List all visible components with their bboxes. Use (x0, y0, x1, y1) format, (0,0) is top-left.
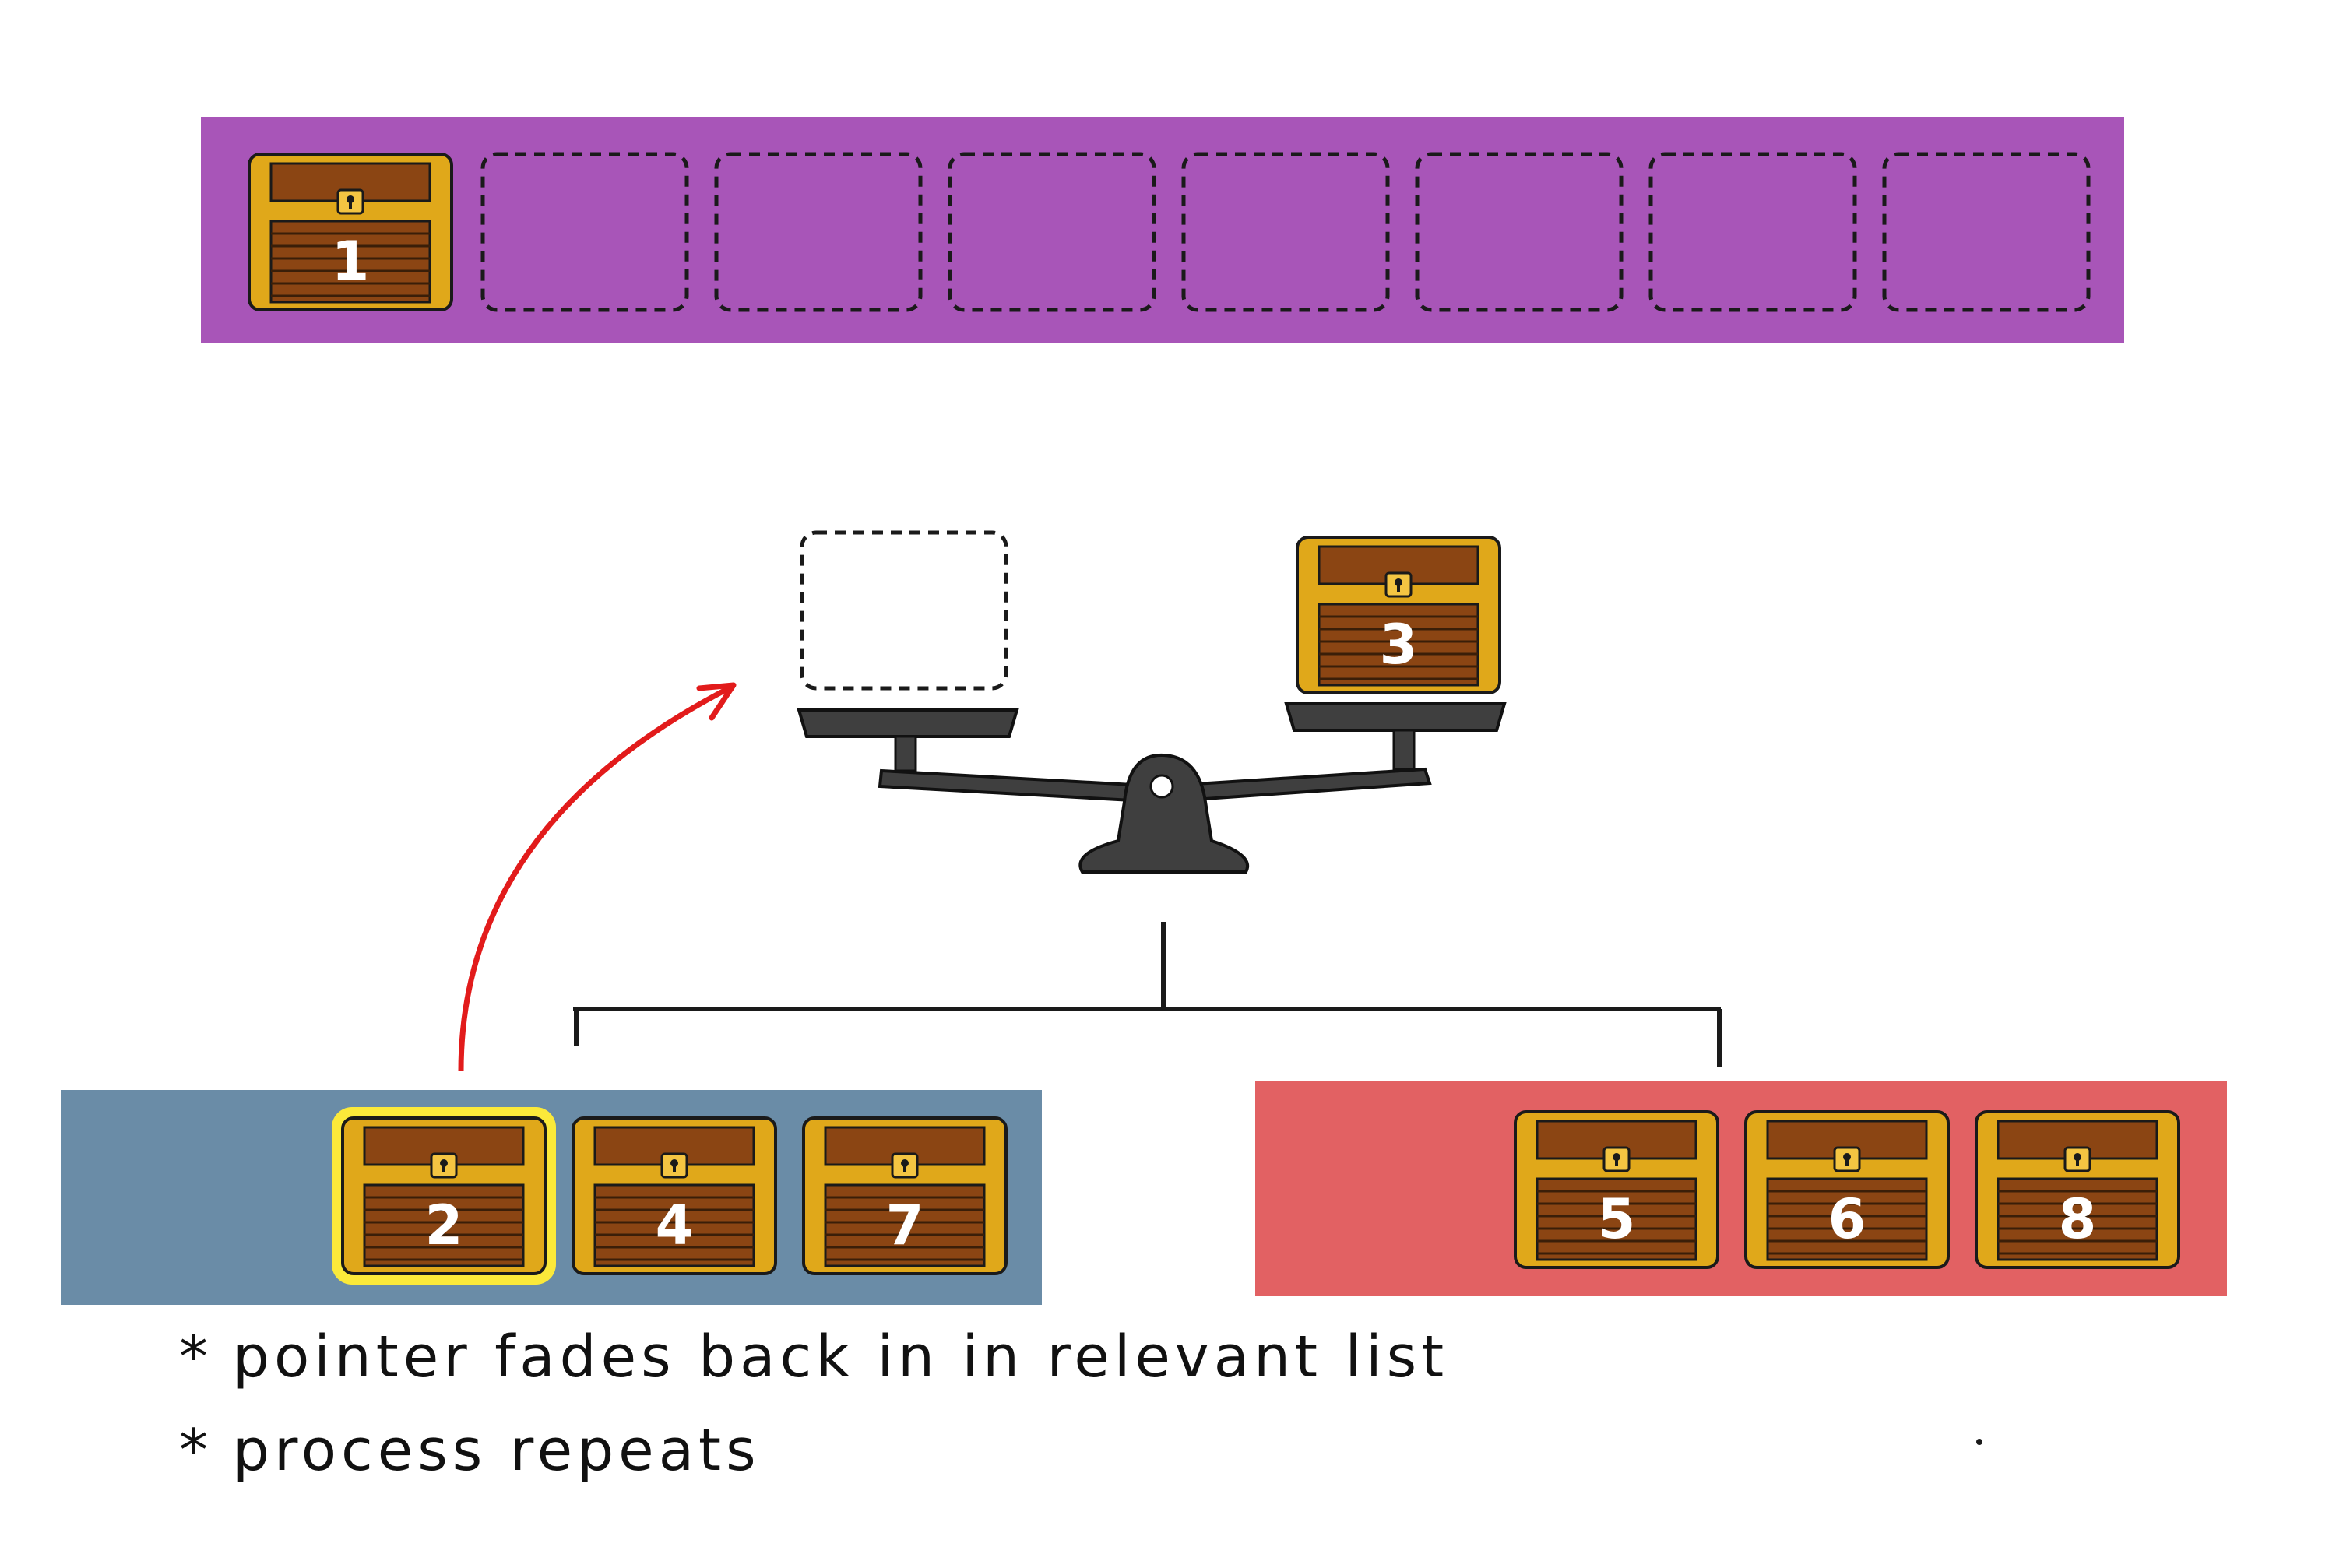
split-connector (573, 922, 1722, 1067)
stray-dot (1976, 1439, 1982, 1445)
chest-number: 7 (886, 1194, 924, 1257)
chests: 1 3 2 4 7 5 6 8 (248, 153, 2180, 1285)
chest-number: 5 (1598, 1187, 1636, 1251)
bullet-icon: * (179, 1417, 213, 1484)
merged-slot-8-empty (1882, 152, 2091, 312)
left-list-chest-2: 4 (572, 1116, 777, 1275)
chest-number: 1 (332, 230, 370, 294)
merged-slot-3-empty (714, 152, 923, 312)
note-text: pointer fades back in in relevant list (233, 1324, 1449, 1390)
scale-pivot (1078, 753, 1249, 874)
chest-number: 3 (1380, 613, 1418, 677)
scale-right-chest: 3 (1296, 536, 1501, 694)
right-list-chest-1: 5 (1514, 1110, 1719, 1269)
scale-pan-left-placeholder (800, 530, 1008, 691)
merged-slot-4-empty (948, 152, 1156, 312)
scale-pan-right (1284, 702, 1507, 732)
right-list-chest-2: 6 (1744, 1110, 1950, 1269)
right-list-chest-3: 8 (1975, 1110, 2180, 1269)
merged-list-slots (480, 152, 2091, 312)
chest-number: 2 (425, 1194, 463, 1257)
note-text: process repeats (233, 1417, 761, 1484)
left-list-chest-3: 7 (802, 1116, 1008, 1275)
merged-slot-5-empty (1181, 152, 1390, 312)
bullet-icon: * (179, 1324, 213, 1390)
merged-slot-1-chest: 1 (248, 153, 453, 311)
chest-number: 4 (656, 1194, 694, 1257)
balance-scale (797, 530, 1507, 874)
merged-slot-7-empty (1648, 152, 1857, 312)
merged-slot-2-empty (480, 152, 689, 312)
merged-slot-6-empty (1415, 152, 1624, 312)
chest-number: 6 (1828, 1187, 1866, 1251)
note-line-1: * pointer fades back in in relevant list (179, 1324, 1448, 1390)
left-list-chest-1: 2 (332, 1107, 556, 1285)
note-line-2: * process repeats (179, 1417, 761, 1484)
move-arrow (458, 682, 737, 1072)
chest-number: 8 (2059, 1187, 2097, 1251)
scale-pan-left (797, 708, 1019, 738)
